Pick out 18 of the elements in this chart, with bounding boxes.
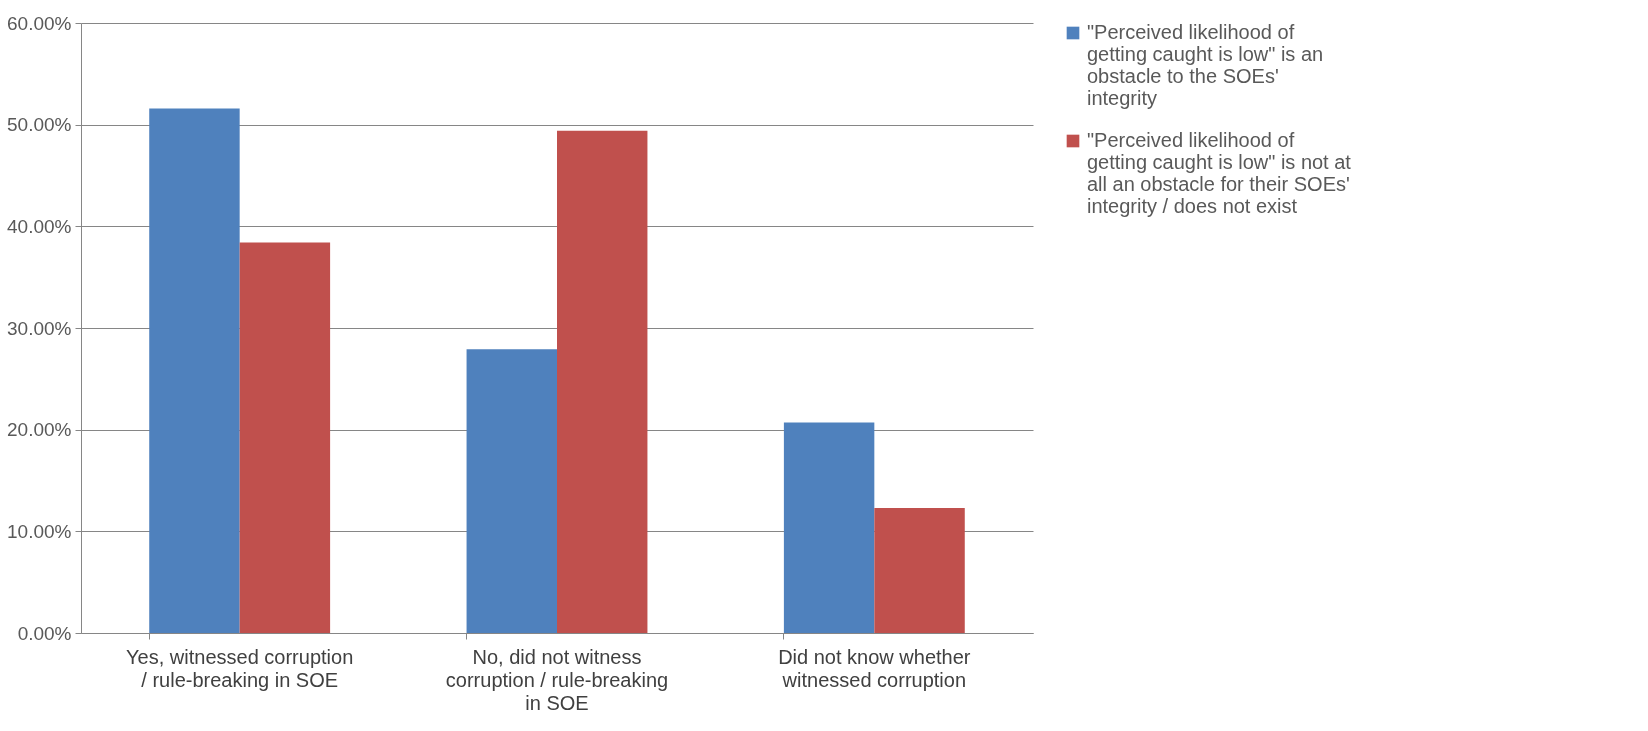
y-tick-label: 40.00%: [7, 215, 72, 237]
y-tick-label: 0.00%: [17, 622, 72, 644]
y-tick-label: 10.00%: [7, 520, 72, 542]
y-tick-label: 20.00%: [7, 419, 72, 441]
bar: [149, 108, 240, 633]
legend-label: "Perceived likelihood of getting caught is low" is an obstacle to the SOEs' integrity: [1087, 21, 1324, 109]
bar: [239, 242, 331, 633]
y-tick-label: 60.00%: [7, 12, 72, 34]
x-tick-label: Did not know whether witnessed corruption: [778, 645, 971, 691]
x-tick-label: Yes, witnessed corruption / rule-breaking in SOE: [126, 645, 354, 691]
bar: [557, 130, 648, 633]
legend-label: "Perceived likelihood of getting caught is low" is not at all an obstacle for their SOEs' integrity / does not exist: [1087, 129, 1352, 217]
bar: [466, 349, 557, 633]
bar: [874, 507, 965, 633]
x-tick-label: No, did not witness corruption / rule-breaking in SOE: [445, 645, 669, 714]
y-tick-label: 50.00%: [7, 114, 72, 136]
y-tick-label: 30.00%: [7, 317, 72, 339]
bar: [783, 422, 875, 633]
